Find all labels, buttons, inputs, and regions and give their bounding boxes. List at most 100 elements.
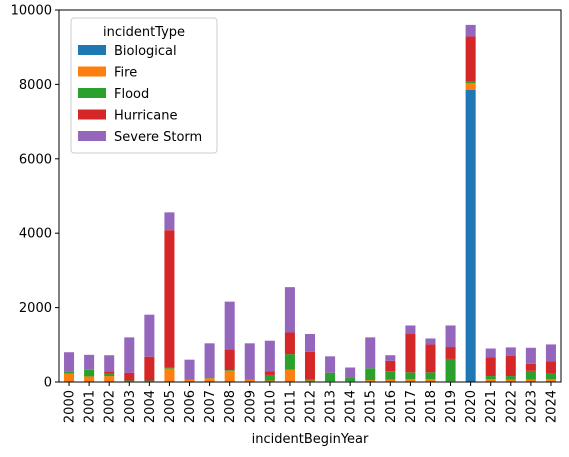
bar-severe-storm-2002 xyxy=(104,355,115,372)
bar-severe-storm-2008 xyxy=(224,301,235,350)
bar-fire-2006 xyxy=(184,379,195,382)
bar-flood-2024 xyxy=(545,373,556,380)
bar-hurricane-2003 xyxy=(124,372,135,381)
bar-fire-2002 xyxy=(104,376,115,382)
x-tick-label: 2022 xyxy=(504,390,519,423)
x-tick-label: 2011 xyxy=(283,390,298,423)
y-tick-label: 2000 xyxy=(19,301,52,316)
bar-flood-2023 xyxy=(525,370,536,380)
bar-flood-2009 xyxy=(244,379,255,380)
legend-item-biological: Biological xyxy=(78,44,177,59)
bar-flood-2006 xyxy=(184,379,195,380)
bar-severe-storm-2015 xyxy=(365,337,376,369)
bar-severe-storm-2006 xyxy=(184,359,195,380)
bar-fire-2000 xyxy=(64,373,75,382)
bar-severe-storm-2022 xyxy=(505,347,516,356)
legend-box xyxy=(70,17,218,154)
bar-hurricane-2021 xyxy=(485,357,496,377)
bar-fire-2007 xyxy=(204,378,215,382)
bar-hurricane-2020 xyxy=(465,36,476,82)
bar-flood-2001 xyxy=(84,369,95,377)
bar-hurricane-2023 xyxy=(525,363,536,371)
bar-hurricane-2004 xyxy=(144,356,155,381)
x-tick-label: 2009 xyxy=(243,390,258,423)
x-tick-label: 2017 xyxy=(404,390,419,423)
bar-flood-2005 xyxy=(164,367,175,369)
bar-fire-2005 xyxy=(164,368,175,382)
bar-severe-storm-2018 xyxy=(425,338,436,345)
bar-fire-2016 xyxy=(385,379,396,382)
bar-flood-2017 xyxy=(405,372,416,380)
bar-hurricane-2012 xyxy=(304,351,316,380)
bar-flood-2003 xyxy=(124,380,135,382)
bar-fire-2022 xyxy=(505,379,516,382)
bar-biological-2020 xyxy=(465,89,476,382)
bar-severe-storm-2023 xyxy=(525,347,536,364)
bar-flood-2011 xyxy=(284,354,295,370)
x-tick-label: 2005 xyxy=(163,390,178,423)
legend-label: Fire xyxy=(114,66,137,81)
bar-severe-storm-2016 xyxy=(385,355,396,361)
bar-hurricane-2017 xyxy=(405,334,416,373)
x-tick-label: 2004 xyxy=(143,390,158,423)
bar-severe-storm-2021 xyxy=(485,348,496,358)
bar-flood-2008 xyxy=(224,370,235,371)
bar-severe-storm-2012 xyxy=(304,334,316,352)
legend: incidentType Biological Fire Flood Hurrican… xyxy=(70,17,218,154)
bar-severe-storm-2020 xyxy=(465,24,476,37)
bar-flood-2002 xyxy=(104,373,115,377)
bar-flood-2000 xyxy=(64,371,75,374)
x-tick-label: 2024 xyxy=(544,390,559,423)
bar-fire-2008 xyxy=(224,370,235,382)
bar-severe-storm-2009 xyxy=(244,343,255,380)
legend-label: Hurricane xyxy=(114,109,177,124)
bar-flood-2010 xyxy=(264,374,275,381)
legend-title: incidentType xyxy=(103,25,185,40)
x-tick-label: 2003 xyxy=(123,390,138,423)
bar-severe-storm-2001 xyxy=(84,354,95,370)
x-tick-label: 2010 xyxy=(263,390,278,423)
x-tick-label: 2002 xyxy=(103,390,118,423)
bar-fire-2009 xyxy=(244,379,255,382)
bar-fire-2023 xyxy=(525,379,536,382)
bar-severe-storm-2003 xyxy=(124,337,135,373)
bar-fire-2018 xyxy=(425,379,436,382)
bar-severe-storm-2014 xyxy=(345,367,356,378)
x-tick-label: 2012 xyxy=(304,390,319,423)
bar-flood-2018 xyxy=(425,372,436,380)
legend-label: Flood xyxy=(114,87,149,102)
legend-label: Biological xyxy=(114,44,177,59)
bar-severe-storm-2007 xyxy=(204,343,215,378)
bar-fire-2020 xyxy=(465,83,476,90)
bar-hurricane-2016 xyxy=(385,360,396,372)
bar-hurricane-2010 xyxy=(264,371,275,375)
bar-flood-2013 xyxy=(325,372,336,382)
bar-fire-2017 xyxy=(405,379,416,382)
bar-flood-2014 xyxy=(345,377,356,382)
y-tick-label: 4000 xyxy=(19,227,52,242)
bar-hurricane-2022 xyxy=(505,355,516,377)
bar-flood-2004 xyxy=(144,380,155,382)
legend-item-fire: Fire xyxy=(78,66,137,81)
bar-fire-2011 xyxy=(284,369,295,382)
x-tick-label: 2020 xyxy=(464,390,479,423)
legend-swatch xyxy=(78,131,106,141)
bar-severe-storm-2019 xyxy=(445,325,456,348)
x-tick-label: 2018 xyxy=(424,390,439,423)
bar-flood-2007 xyxy=(204,377,215,379)
bar-severe-storm-2010 xyxy=(264,340,275,372)
bar-severe-storm-2004 xyxy=(144,314,155,357)
legend-item-severe-storm: Severe Storm xyxy=(78,130,202,145)
y-tick-label: 6000 xyxy=(19,152,52,167)
x-tick-label: 2006 xyxy=(183,390,198,423)
x-axis: 2000 2001 2002 2003 2004 2005 2006 2007 2008 2009… xyxy=(63,382,559,423)
bar-flood-2020 xyxy=(465,81,476,84)
x-tick-label: 2019 xyxy=(444,390,459,423)
legend-swatch xyxy=(78,109,106,120)
bar-severe-storm-2017 xyxy=(405,325,416,335)
bar-hurricane-2019 xyxy=(445,347,456,359)
x-tick-label: 2008 xyxy=(223,390,238,423)
bar-hurricane-2018 xyxy=(425,344,436,373)
bar-fire-2001 xyxy=(84,376,95,382)
